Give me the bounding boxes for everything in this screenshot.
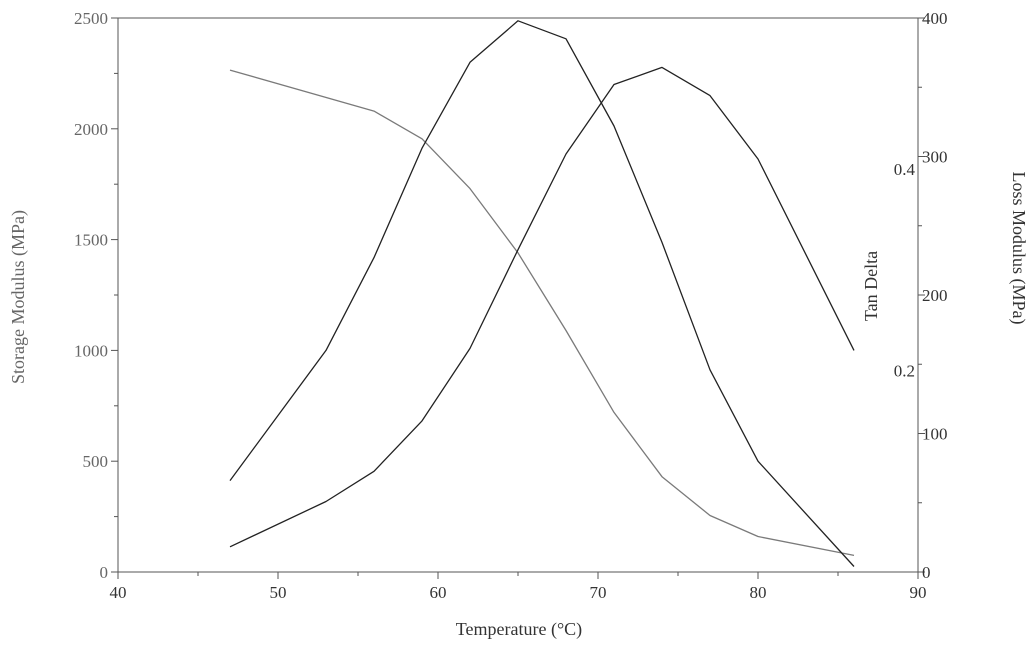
x-axis-title: Temperature (°C) (456, 619, 582, 640)
x-tick-label: 70 (590, 583, 607, 602)
left-tick-label: 0 (100, 563, 109, 582)
x-tick-label: 40 (110, 583, 127, 602)
series-line-1 (229, 69, 855, 557)
left-tick-label: 1500 (74, 231, 108, 250)
tan-delta-axis-title: Tan Delta (861, 251, 881, 321)
x-tick-label: 90 (910, 583, 927, 602)
series-line-2 (229, 20, 855, 567)
right-tick-label: 200 (922, 286, 948, 305)
tan-delta-tick-label: 0.4 (894, 160, 916, 179)
right-tick-label: 100 (922, 425, 948, 444)
axes-group (111, 17, 925, 579)
right-tick-label: 0 (922, 563, 931, 582)
right-tick-label: 300 (922, 148, 948, 167)
right-tick-label: 400 (922, 9, 948, 28)
x-tick-label: 80 (750, 583, 767, 602)
left-tick-label: 2500 (74, 9, 108, 28)
tick-labels-group: 40 50 60 70 80 900500100015002000250001002003… (74, 9, 948, 602)
left-tick-label: 500 (83, 452, 109, 471)
left-axis-title: Storage Modulus (MPa) (8, 210, 29, 384)
tan-delta-tick-label: 0.2 (894, 362, 915, 381)
x-tick-label: 60 (430, 583, 447, 602)
series-group (229, 20, 855, 567)
left-tick-label: 1000 (74, 341, 108, 360)
series-line-3 (229, 66, 855, 548)
x-tick-label: 50 (270, 583, 287, 602)
left-tick-label: 2000 (74, 120, 108, 139)
loss-modulus-axis-title: Loss Modulus (MPa) (1008, 171, 1027, 324)
